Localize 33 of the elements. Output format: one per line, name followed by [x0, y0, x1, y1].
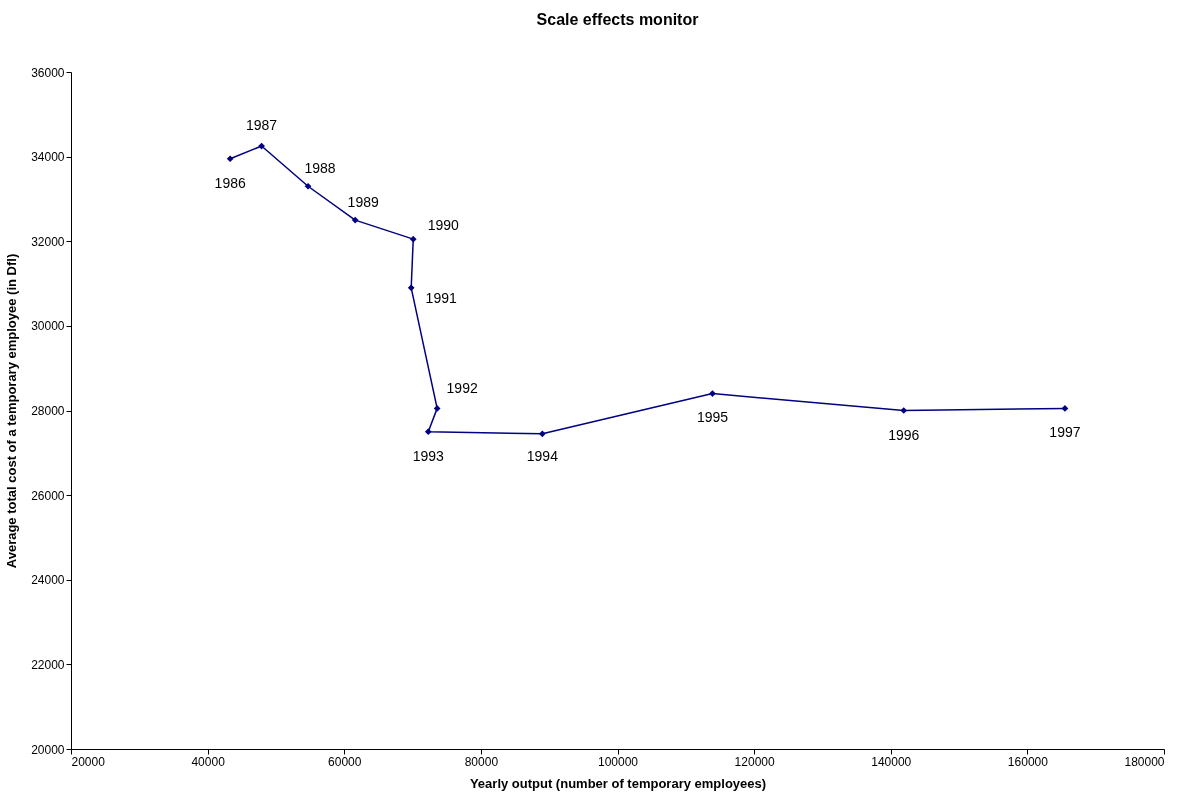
- x-tick-label: 180000: [1124, 754, 1165, 769]
- annotation: 1991: [425, 289, 457, 306]
- y-axis-title: Average total cost of a temporary employee (in Dfl): [4, 253, 20, 569]
- y-tick-label: 34000: [31, 150, 65, 165]
- annotation: 1997: [1049, 424, 1081, 441]
- annotation: 1992: [446, 380, 478, 397]
- y-tick-label: 36000: [31, 65, 65, 80]
- x-tick-label: 140000: [871, 754, 912, 769]
- y-tick-label: 24000: [31, 573, 65, 588]
- y-tick-label: 26000: [31, 488, 65, 503]
- x-tick-label: 100000: [597, 754, 639, 769]
- annotation: 1990: [427, 217, 460, 234]
- annotation: 1989: [347, 194, 379, 211]
- annotation: 1987: [246, 117, 278, 134]
- x-tick-label: 60000: [328, 754, 362, 769]
- x-tick-label: 120000: [734, 754, 775, 769]
- chart-title: Scale effects monitor: [536, 11, 699, 28]
- annotation: 1993: [412, 447, 445, 464]
- y-tick-label: 30000: [31, 319, 65, 334]
- annotation: 1996: [888, 426, 920, 443]
- annotation: 1988: [304, 160, 336, 177]
- x-tick-label: 20000: [71, 754, 106, 769]
- annotation: 1994: [526, 447, 559, 464]
- y-tick-label: 22000: [31, 657, 65, 672]
- y-tick-label: 32000: [31, 234, 65, 249]
- annotation: 1995: [696, 408, 729, 425]
- x-axis-title: Yearly output (number of temporary employees): [469, 775, 767, 791]
- x-tick-label: 80000: [464, 754, 499, 769]
- y-tick-label: 28000: [31, 404, 65, 418]
- x-tick-label: 40000: [191, 754, 226, 769]
- x-tick-label: 160000: [1007, 754, 1049, 769]
- y-tick-label: 20000: [31, 742, 65, 757]
- annotation: 1986: [214, 174, 246, 191]
